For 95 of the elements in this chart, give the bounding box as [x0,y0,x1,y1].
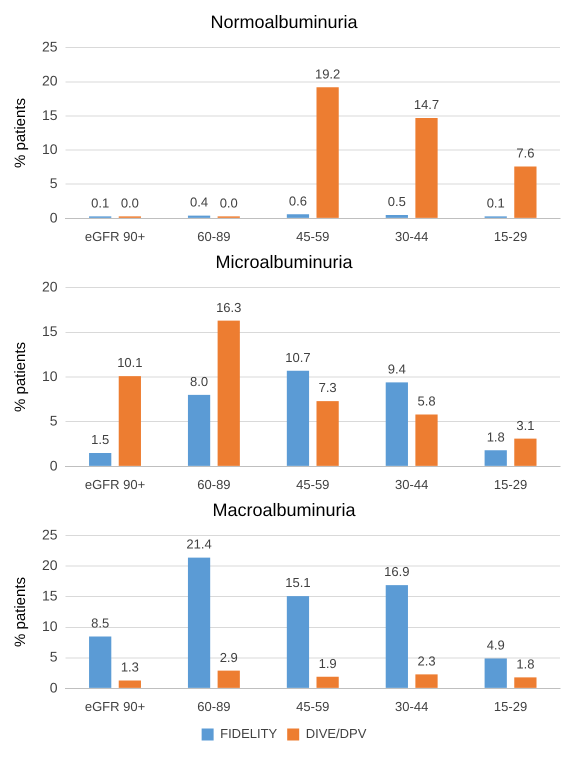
y-tick-label: 25 [42,526,58,542]
data-label: 10.7 [285,350,311,365]
bar [286,214,310,218]
y-tick-label: 20 [42,72,58,89]
data-label: 8.5 [91,616,110,631]
x-tick-label: 30-44 [395,476,428,492]
bar [286,370,310,466]
bar [415,674,438,688]
x-tick-label: 45-59 [296,476,330,492]
x-tick-label: 15-29 [494,228,528,244]
bar [514,166,537,218]
bar [415,414,438,466]
x-tick-label: 30-44 [395,698,428,714]
data-label: 0.1 [91,195,110,210]
x-tick-label: 15-29 [494,476,528,492]
bar [286,596,310,688]
data-label: 19.2 [314,66,340,82]
bar [386,214,408,218]
data-label: 0.0 [120,195,139,210]
x-tick-label: 45-59 [296,698,330,714]
y-tick-label: 5 [50,648,58,665]
chart-title: Macroalbuminuria [212,500,357,520]
bar [316,87,339,218]
data-label: 14.7 [414,97,440,112]
y-tick-label: 20 [42,278,58,294]
data-label: 0.1 [486,195,505,210]
y-axis-title: % patients [12,98,30,168]
y-tick-label: 15 [42,588,58,604]
data-label: 0.6 [288,193,307,208]
y-tick-label: 25 [42,38,58,54]
data-label: 7.6 [516,146,534,161]
x-tick-label: eGFR 90+ [84,476,146,492]
bar [415,118,438,218]
data-label: 3.1 [516,418,534,433]
y-tick-label: 5 [50,175,58,192]
bar [89,636,112,688]
x-tick-label: 15-29 [494,698,528,714]
y-tick-label: 0 [50,209,58,226]
bar [484,658,507,688]
data-label: 10.1 [117,355,143,370]
data-label: 8.0 [190,374,208,389]
bar [89,452,112,466]
y-tick-label: 10 [42,368,58,384]
y-tick-label: 10 [42,618,58,634]
bar [218,320,240,466]
data-label: 1.5 [91,432,110,448]
data-label: 2.9 [220,650,238,665]
data-label: 16.9 [384,564,410,580]
chart-title: Microalbuminuria [215,252,354,272]
data-label: 1.8 [486,429,505,444]
data-label: 16.3 [216,300,242,315]
bar [188,558,210,688]
y-tick-label: 20 [42,557,58,574]
bar [188,394,210,466]
y-axis-title: % patients [12,576,30,648]
x-tick-label: 30-44 [395,228,428,244]
data-label: 0.4 [190,194,208,210]
x-tick-label: 60-89 [197,228,231,244]
y-axis-title: % patients [12,342,30,412]
x-tick-label: 60-89 [197,698,231,714]
bar [118,680,141,688]
data-label: 21.4 [186,536,212,552]
data-label: 15.1 [285,575,311,590]
data-label: 5.8 [417,394,436,409]
chart-title: Normoalbuminuria [210,12,359,32]
x-tick-label: 45-59 [296,228,330,244]
bar [484,450,507,466]
legend-label: DIVE/DPV [306,726,367,742]
bar [514,677,537,688]
bar [218,670,240,688]
data-label: 1.8 [516,656,534,672]
x-tick-label: eGFR 90+ [84,698,146,714]
x-tick-label: eGFR 90+ [84,228,146,244]
data-label: 1.9 [318,656,337,671]
data-label: 4.9 [486,638,505,653]
y-tick-label: 0 [50,457,58,474]
bar [514,438,537,466]
data-label: 0.0 [220,195,238,210]
bar [386,585,408,688]
bar [386,382,408,466]
data-label: 0.5 [388,194,406,210]
y-tick-label: 10 [42,140,58,157]
bar [316,676,339,688]
data-label: 1.3 [120,660,139,675]
y-tick-label: 15 [42,323,58,340]
y-tick-label: 15 [42,106,58,123]
data-label: 9.4 [388,361,406,376]
bar [316,401,339,466]
legend-label: FIDELITY [220,726,278,742]
y-tick-label: 0 [50,679,58,696]
y-tick-label: 5 [50,412,58,429]
bar [118,376,141,466]
data-label: 2.3 [417,653,436,668]
x-tick-label: 60-89 [197,476,231,492]
data-label: 7.3 [318,380,337,396]
